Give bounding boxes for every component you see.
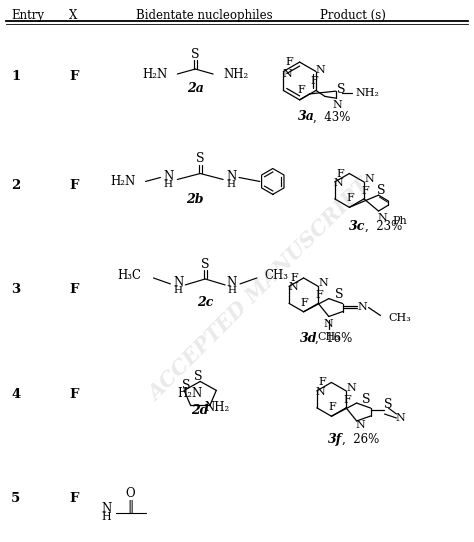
Text: ,  26%: , 26%	[342, 433, 380, 446]
Text: Entry: Entry	[11, 9, 45, 22]
Text: N: N	[173, 276, 183, 289]
Text: F: F	[286, 57, 293, 67]
Text: NH₂: NH₂	[223, 68, 248, 81]
Text: N: N	[227, 276, 237, 289]
Text: F: F	[310, 76, 318, 87]
Text: N: N	[333, 100, 343, 110]
Text: F: F	[315, 291, 323, 300]
Text: H: H	[227, 180, 236, 189]
Text: F: F	[361, 186, 369, 196]
Text: N: N	[395, 413, 405, 423]
Text: CH₃: CH₃	[265, 269, 289, 282]
Text: CH₃: CH₃	[318, 332, 340, 343]
Text: S: S	[377, 184, 386, 197]
Text: F: F	[337, 169, 344, 178]
Text: 2c: 2c	[197, 296, 213, 309]
Text: 3c: 3c	[349, 220, 366, 233]
Text: F: F	[69, 492, 78, 505]
Text: H₂N: H₂N	[110, 175, 136, 188]
Text: F: F	[301, 298, 309, 308]
Text: N: N	[358, 301, 367, 312]
Text: Ph: Ph	[392, 216, 407, 226]
Text: N: N	[364, 174, 374, 184]
Text: N: N	[316, 387, 326, 397]
Text: F: F	[328, 402, 337, 412]
Text: H: H	[102, 512, 112, 522]
Text: S: S	[201, 257, 210, 270]
Text: Product (s): Product (s)	[319, 9, 385, 22]
Text: O: O	[126, 487, 136, 500]
Text: H₂N: H₂N	[142, 68, 167, 81]
Text: CH₃: CH₃	[389, 313, 411, 322]
Text: N: N	[101, 502, 112, 515]
Text: 5: 5	[11, 492, 20, 505]
Text: H₂N: H₂N	[177, 387, 202, 400]
Text: N: N	[356, 420, 365, 430]
Text: N: N	[378, 213, 387, 223]
Text: S: S	[194, 370, 202, 383]
Text: S: S	[337, 83, 346, 96]
Text: F: F	[69, 388, 78, 401]
Text: F: F	[343, 395, 351, 405]
Text: F: F	[291, 273, 299, 283]
Text: ‖: ‖	[128, 500, 134, 513]
Text: S: S	[362, 392, 371, 405]
Text: H: H	[164, 180, 173, 189]
Text: 2a: 2a	[187, 82, 204, 95]
Text: ,  43%: , 43%	[312, 110, 350, 123]
Text: H: H	[228, 286, 237, 295]
Text: 2d: 2d	[191, 404, 209, 417]
Text: N: N	[319, 279, 328, 288]
Text: N: N	[283, 68, 292, 79]
Text: F: F	[69, 179, 78, 192]
Text: 3: 3	[11, 283, 20, 296]
Text: ,  16%: , 16%	[315, 332, 352, 345]
Text: 3d: 3d	[300, 332, 317, 345]
Text: NH₂: NH₂	[204, 401, 229, 414]
Text: ,  23%: , 23%	[365, 220, 402, 233]
Text: S: S	[196, 152, 204, 165]
Text: F: F	[346, 193, 354, 203]
Text: 4: 4	[11, 388, 20, 401]
Text: F: F	[69, 283, 78, 296]
Text: X: X	[69, 9, 77, 22]
Text: ACCEPTED MANUSCRIPT: ACCEPTED MANUSCRIPT	[145, 175, 374, 405]
Text: F: F	[69, 69, 78, 82]
Text: H₃C: H₃C	[118, 269, 142, 282]
Text: S: S	[191, 48, 200, 61]
Text: 2b: 2b	[186, 193, 204, 206]
Text: N: N	[226, 170, 236, 183]
Text: N: N	[334, 178, 344, 188]
Text: 1: 1	[11, 69, 20, 82]
Text: F: F	[298, 85, 306, 95]
Text: 2: 2	[11, 179, 20, 192]
Text: S: S	[384, 398, 393, 410]
Text: H: H	[174, 286, 183, 295]
Text: N: N	[346, 383, 356, 393]
Text: F: F	[319, 377, 327, 388]
Text: NH₂: NH₂	[356, 88, 379, 98]
Text: 3a: 3a	[298, 110, 315, 123]
Text: N: N	[163, 170, 173, 183]
Text: S: S	[182, 379, 191, 392]
Text: 3f: 3f	[328, 433, 342, 446]
Text: N: N	[288, 282, 298, 293]
Text: N: N	[315, 64, 325, 75]
Text: Bidentate nucleophiles: Bidentate nucleophiles	[136, 9, 272, 22]
Text: S: S	[335, 288, 343, 301]
Text: N: N	[324, 319, 334, 330]
